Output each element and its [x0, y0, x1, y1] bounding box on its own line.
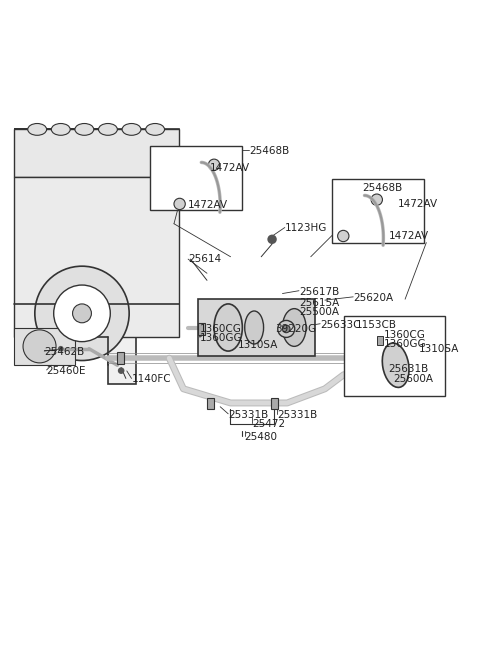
Text: 25480: 25480	[245, 432, 278, 442]
Bar	[13, 328, 75, 365]
Polygon shape	[13, 130, 179, 384]
Text: 25615A: 25615A	[299, 298, 339, 308]
Circle shape	[54, 285, 110, 342]
Text: 1123HG: 1123HG	[285, 223, 327, 233]
Circle shape	[35, 266, 129, 360]
Circle shape	[356, 324, 364, 332]
Bar	[198, 299, 315, 356]
Circle shape	[58, 346, 63, 352]
Bar	[198, 324, 204, 335]
Ellipse shape	[381, 349, 410, 396]
Circle shape	[278, 320, 295, 337]
Text: 25468B: 25468B	[250, 145, 290, 156]
Ellipse shape	[28, 124, 47, 136]
Bar	[344, 316, 445, 396]
Text: 25620A: 25620A	[353, 293, 393, 303]
Ellipse shape	[245, 311, 264, 344]
Circle shape	[267, 234, 277, 244]
Text: 25331B: 25331B	[228, 410, 268, 420]
Bar	[150, 146, 242, 210]
Ellipse shape	[98, 124, 118, 136]
Text: 1472AV: 1472AV	[209, 163, 250, 173]
Bar	[332, 179, 424, 242]
Bar	[271, 398, 278, 409]
Bar	[13, 130, 179, 177]
Circle shape	[282, 325, 290, 333]
Ellipse shape	[145, 124, 165, 136]
Ellipse shape	[382, 343, 409, 387]
Circle shape	[361, 345, 367, 352]
Text: 25633C: 25633C	[320, 320, 360, 329]
Text: 1153CB: 1153CB	[356, 320, 396, 329]
Text: 1472AV: 1472AV	[188, 200, 228, 210]
Text: 1140FC: 1140FC	[132, 375, 171, 384]
Ellipse shape	[122, 124, 141, 136]
Text: 25331B: 25331B	[277, 410, 317, 420]
Text: 1360CG: 1360CG	[384, 330, 426, 340]
Text: 25460E: 25460E	[47, 366, 86, 376]
Text: 25614: 25614	[188, 254, 221, 264]
Circle shape	[72, 304, 91, 323]
Bar	[13, 177, 179, 337]
Circle shape	[23, 330, 56, 363]
Circle shape	[352, 321, 360, 329]
Text: 1310SA: 1310SA	[238, 341, 278, 350]
Bar	[118, 352, 124, 364]
Text: 25600A: 25600A	[393, 375, 433, 384]
Circle shape	[174, 198, 185, 210]
Text: 1360GG: 1360GG	[200, 333, 242, 343]
Text: 25500A: 25500A	[299, 307, 339, 318]
Text: 1472AV: 1472AV	[398, 199, 438, 209]
Text: 1360GG: 1360GG	[384, 339, 427, 349]
Text: 25462B: 25462B	[44, 347, 84, 357]
Ellipse shape	[75, 124, 94, 136]
Text: 25617B: 25617B	[299, 287, 339, 297]
Circle shape	[118, 367, 124, 374]
Text: 25472: 25472	[252, 419, 285, 429]
Text: 39220G: 39220G	[276, 324, 316, 334]
Ellipse shape	[214, 304, 242, 351]
Circle shape	[208, 159, 220, 170]
Ellipse shape	[282, 309, 306, 346]
Circle shape	[371, 341, 375, 345]
Text: 1310SA: 1310SA	[419, 344, 460, 354]
Text: 25631B: 25631B	[389, 364, 429, 374]
Circle shape	[371, 194, 383, 205]
Bar	[207, 398, 214, 409]
Text: 1472AV: 1472AV	[389, 231, 429, 240]
Text: 1360CG: 1360CG	[200, 324, 242, 334]
Circle shape	[198, 333, 202, 337]
Text: 25468B: 25468B	[362, 183, 403, 193]
Ellipse shape	[51, 124, 70, 136]
Circle shape	[337, 231, 349, 242]
Bar	[370, 331, 377, 343]
Bar	[377, 336, 383, 345]
